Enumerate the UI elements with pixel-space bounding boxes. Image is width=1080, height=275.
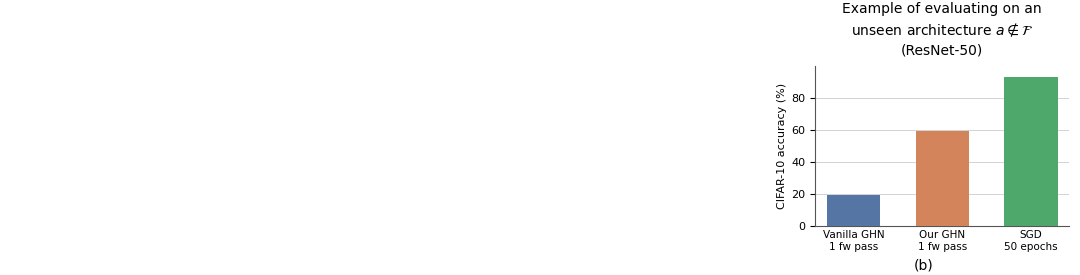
- Text: (b): (b): [914, 258, 933, 273]
- Bar: [1004, 77, 1057, 225]
- Y-axis label: CIFAR-10 accuracy (%): CIFAR-10 accuracy (%): [778, 83, 787, 209]
- Bar: [827, 195, 880, 226]
- Bar: [916, 131, 969, 226]
- Title: Example of evaluating on an
unseen architecture $a \notin \mathcal{F}$
(ResNet-5: Example of evaluating on an unseen archi…: [842, 2, 1042, 58]
